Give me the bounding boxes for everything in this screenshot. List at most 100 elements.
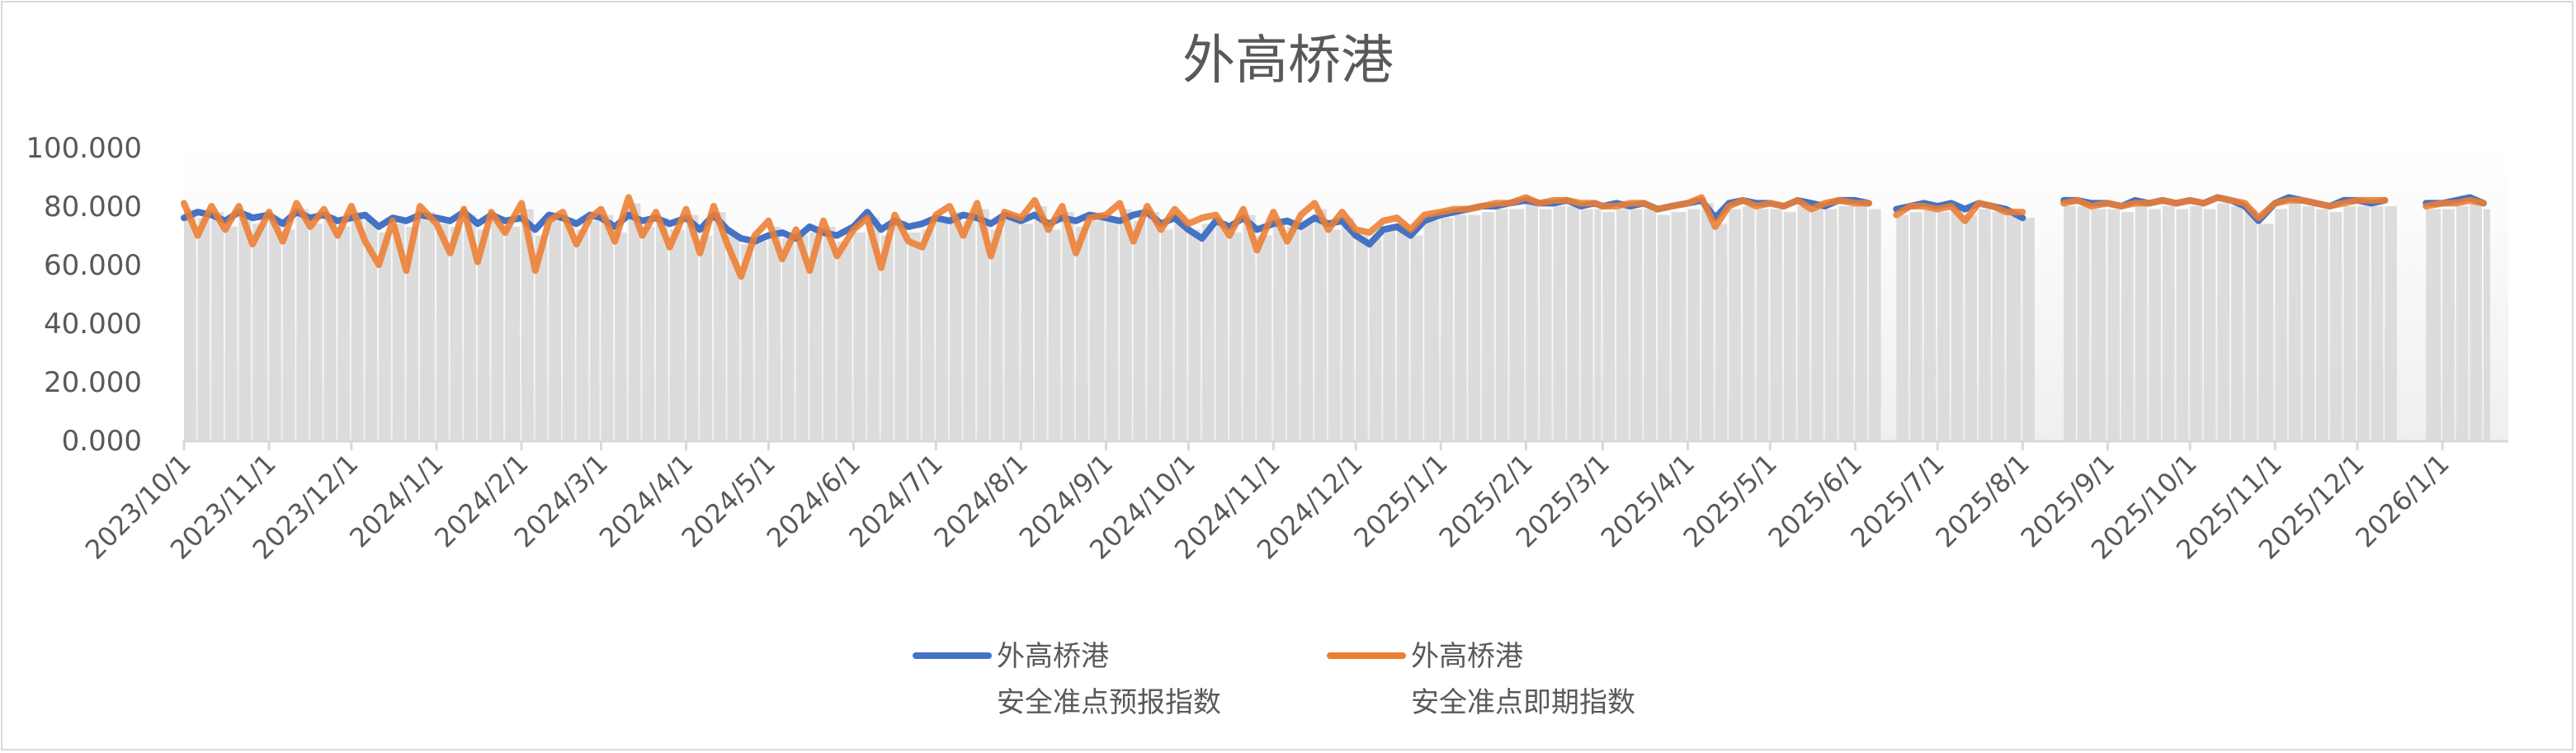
- background-column: [1923, 209, 1937, 441]
- legend-label-forecast-line2: 安全准点预报指数: [997, 686, 1221, 719]
- background-column: [1992, 212, 2005, 440]
- background-column: [768, 226, 781, 440]
- background-column: [922, 229, 935, 440]
- background-column: [1160, 229, 1173, 440]
- background-column: [628, 203, 641, 440]
- legend-label-forecast-line1: 外高桥港: [997, 640, 1109, 673]
- background-column: [1979, 209, 1991, 441]
- background-column: [963, 220, 976, 440]
- background-column: [1482, 212, 1494, 440]
- background-column: [1594, 209, 1602, 441]
- background-column: [2217, 203, 2230, 440]
- background-column: [1797, 206, 1810, 440]
- background-column: [1273, 218, 1286, 440]
- background-column: [1630, 209, 1643, 441]
- background-column: [2121, 212, 2134, 440]
- background-column: [1147, 212, 1159, 440]
- background-column: [1328, 229, 1341, 440]
- series-line-current: [2423, 196, 2487, 209]
- background-column: [351, 212, 364, 440]
- x-tick-label: 2025/1/1: [1347, 448, 1453, 553]
- series-line-current: [1893, 200, 2026, 224]
- background-column: [309, 224, 323, 440]
- background-column: [1687, 209, 1701, 441]
- background-column: [379, 232, 391, 440]
- background-column: [837, 241, 852, 440]
- background-column: [1369, 238, 1382, 440]
- background-column: [642, 226, 655, 440]
- background-column: [1468, 214, 1481, 440]
- background-column: [1174, 214, 1187, 440]
- background-column: [2022, 218, 2035, 440]
- background-column: [1743, 206, 1755, 440]
- background-column: [2091, 209, 2107, 441]
- background-column: [936, 220, 948, 440]
- x-tick-label: 2024/8/1: [928, 448, 1034, 553]
- background-column: [2244, 209, 2258, 441]
- y-axis: 0.000 20.000 40.000 60.000 80.000 100.000: [26, 132, 142, 458]
- background-columns: [184, 203, 2490, 441]
- background-column: [2456, 206, 2469, 440]
- series-line-current: [2060, 194, 2389, 222]
- background-column: [392, 224, 405, 440]
- background-column: [1021, 224, 1033, 440]
- background-column: [2371, 206, 2384, 440]
- legend-item-forecast: 外高桥港 安全准点预报指数: [913, 640, 1221, 719]
- background-column: [1383, 226, 1396, 440]
- background-column: [1397, 224, 1409, 440]
- background-column: [977, 209, 989, 441]
- background-column: [1201, 224, 1215, 440]
- series-line-current: [181, 194, 1872, 280]
- background-column: [782, 238, 795, 440]
- background-column: [1410, 235, 1423, 440]
- background-column: [491, 218, 504, 440]
- background-column: [880, 235, 894, 440]
- background-column: [2385, 206, 2397, 440]
- background-column: [1229, 232, 1242, 440]
- background-column: [2302, 206, 2315, 440]
- background-column: [436, 224, 449, 440]
- background-column: [2343, 206, 2357, 440]
- background-column: [1120, 209, 1132, 441]
- background-column: [2442, 209, 2455, 441]
- background-column: [700, 235, 712, 440]
- background-column: [1243, 214, 1256, 440]
- background-column: [1257, 235, 1272, 440]
- background-column: [949, 212, 962, 440]
- background-column: [1004, 218, 1020, 440]
- background-column: [1034, 206, 1047, 440]
- x-tick-label: 2024/1/1: [343, 448, 449, 553]
- background-column: [1580, 209, 1593, 441]
- background-column: [1424, 220, 1440, 440]
- y-tick-label: 40.000: [44, 308, 142, 341]
- background-column: [282, 229, 295, 440]
- background-column: [2149, 209, 2161, 441]
- background-column: [656, 218, 668, 440]
- background-column: [184, 209, 196, 441]
- legend-label-current-line2: 安全准点即期指数: [1411, 686, 1635, 719]
- background-column: [1838, 206, 1854, 440]
- background-column: [2162, 206, 2175, 440]
- legend-item-current: 外高桥港 安全准点即期指数: [1327, 640, 1635, 719]
- background-column: [2275, 209, 2287, 441]
- background-column: [1824, 209, 1838, 441]
- background-column: [1715, 224, 1728, 440]
- background-column: [1783, 212, 1796, 440]
- background-column: [1937, 212, 1950, 440]
- background-column: [853, 232, 866, 440]
- background-column: [1909, 212, 1923, 440]
- background-column: [1342, 218, 1355, 440]
- background-column: [1188, 229, 1201, 440]
- background-column: [2426, 209, 2442, 441]
- x-axis: 2023/10/12023/11/12023/12/12024/1/12024/…: [79, 440, 2456, 566]
- background-column: [1644, 209, 1656, 441]
- x-tick-label: 2026/1/1: [2349, 448, 2455, 553]
- background-column: [1567, 206, 1579, 440]
- background-column: [809, 232, 822, 440]
- background-column: [1106, 220, 1119, 440]
- background-column: [2006, 214, 2022, 440]
- y-tick-label: 20.000: [44, 366, 142, 399]
- chart-title: 外高桥港: [1182, 31, 1394, 92]
- background-column: [601, 214, 614, 440]
